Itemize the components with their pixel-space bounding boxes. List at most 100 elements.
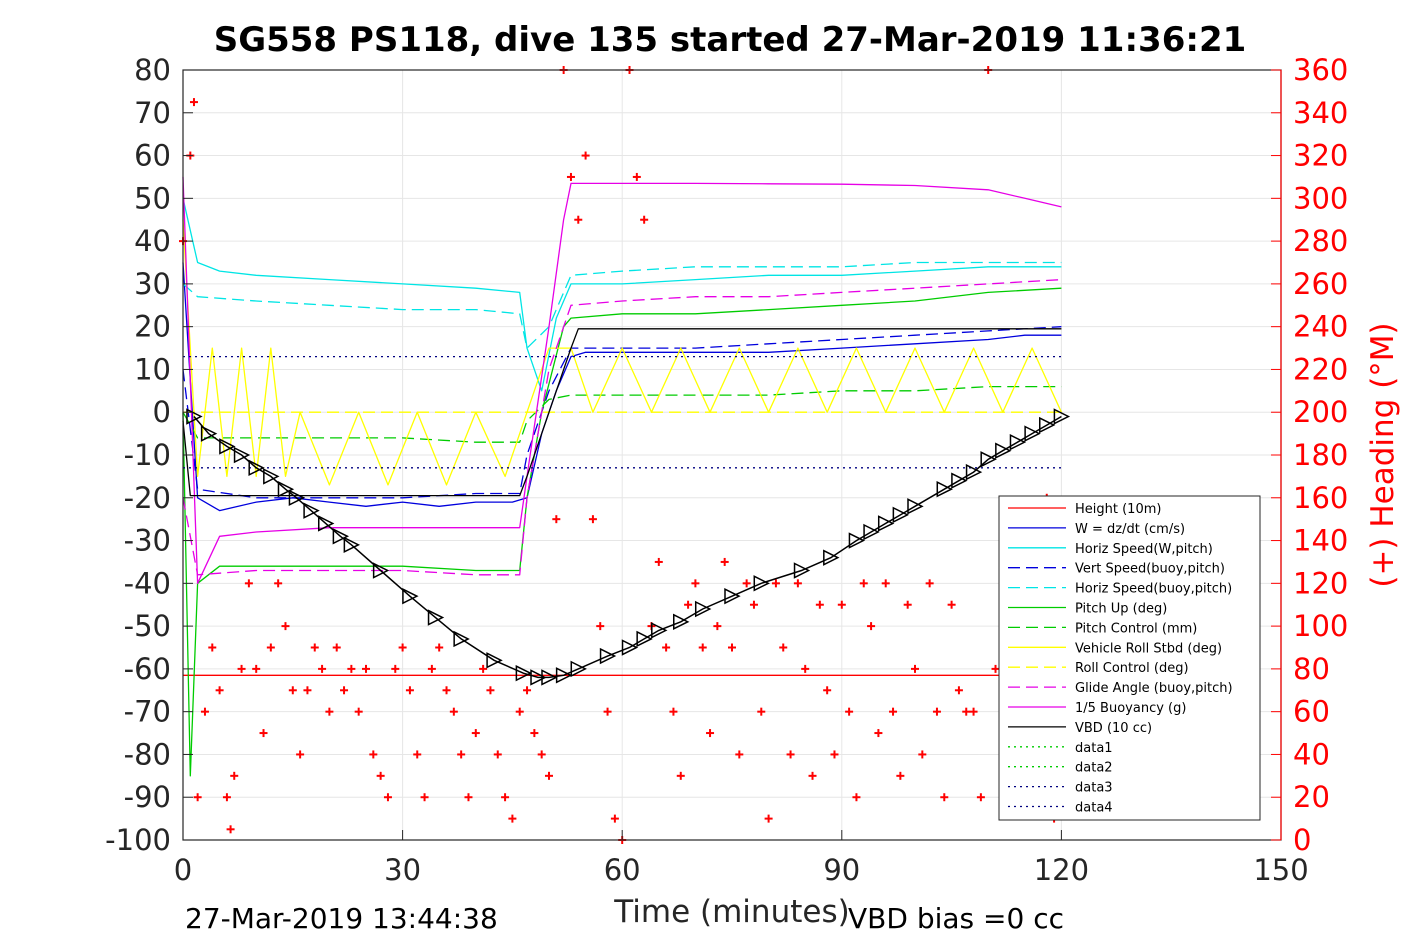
heading-point [508, 814, 517, 823]
depth-marker [332, 528, 350, 545]
heading-point [830, 750, 839, 759]
series-line-11 [182, 328, 1062, 497]
y-left-tick-label: 50 [134, 181, 171, 215]
depth-marker [427, 609, 445, 626]
x-axis-ticks: 0 30 60 90 120 150 [174, 830, 1309, 887]
heading-point [837, 600, 846, 609]
heading-point [691, 579, 700, 588]
heading-point [632, 172, 641, 181]
heading-point [706, 729, 715, 738]
depth-marker [288, 489, 306, 506]
heading-point [742, 579, 751, 588]
heading-point [574, 215, 583, 224]
legend-label: Glide Angle (buoy,pitch) [1075, 681, 1233, 696]
depth-marker [343, 536, 361, 554]
heading-point [566, 172, 575, 181]
heading-point [881, 579, 890, 588]
legend-label: Roll Control (deg) [1075, 661, 1189, 676]
heading-point [911, 664, 919, 673]
depth-marker [863, 523, 880, 541]
heading-point [903, 600, 912, 609]
heading-point [757, 707, 766, 716]
legend-label: data2 [1075, 761, 1113, 776]
y-right-tick-label: 60 [1293, 695, 1330, 729]
heading-point [654, 557, 663, 566]
legend-label: Height (10m) [1075, 502, 1161, 517]
depth-marker [877, 515, 895, 532]
legend-entries: Height (10m) W = dz/dt (cm/s) Horiz Speed(… [1008, 502, 1233, 816]
heading-point [259, 729, 268, 738]
heading-point [398, 643, 407, 652]
heading-point [347, 664, 356, 673]
legend-label: 1/5 Buoyancy (g) [1075, 701, 1186, 716]
y-right-tick-label: 0 [1293, 823, 1311, 857]
series-line-3 [182, 326, 1062, 499]
x-tick-label: 150 [1253, 853, 1308, 887]
heading-point [801, 664, 810, 673]
footer-vbd-bias: VBD bias =0 cc [848, 902, 1064, 935]
heading-point [640, 215, 649, 224]
heading-point [449, 707, 458, 716]
heading-point [230, 771, 239, 780]
heading-point [208, 643, 217, 652]
x-tick-label: 90 [823, 853, 860, 887]
y-right-tick-label: 160 [1293, 481, 1348, 515]
y-right-tick-label: 200 [1293, 395, 1348, 429]
x-axis-label: Time (minutes) [613, 894, 849, 930]
y-right-tick-label: 280 [1293, 224, 1348, 258]
heading-point [823, 686, 832, 695]
legend-box [998, 495, 1261, 821]
heading-point [340, 686, 349, 695]
chart-title: SG558 PS118, dive 135 started 27-Mar-201… [214, 20, 1247, 60]
heading-point [369, 750, 378, 759]
heading-point [808, 771, 817, 780]
heading-point [764, 814, 773, 823]
heading-point [391, 664, 400, 673]
y-left-tick-label: -70 [124, 695, 171, 729]
heading-point [896, 771, 905, 780]
legend-label: data4 [1075, 801, 1113, 816]
depth-marker [1024, 425, 1041, 442]
depth-marker [200, 425, 218, 442]
heading-point [457, 750, 466, 759]
legend-label: W = dz/dt (cm/s) [1075, 522, 1185, 537]
y-left-tick-label: -50 [124, 609, 171, 643]
y-right-tick-label: 120 [1293, 566, 1348, 600]
heading-point [749, 600, 758, 609]
heading-point [288, 686, 297, 695]
depth-marker [951, 472, 968, 489]
heading-point [523, 686, 532, 695]
depth-marker [263, 468, 280, 485]
heading-point [479, 664, 488, 673]
heading-point [274, 579, 283, 588]
depth-marker [515, 664, 533, 682]
heading-point [552, 515, 561, 524]
depth-marker [233, 446, 251, 464]
heading-point [193, 793, 202, 802]
depth-marker [848, 532, 866, 549]
heading-point [325, 707, 334, 716]
heading-point [383, 793, 392, 802]
heading-point [779, 643, 788, 652]
heading-point [859, 579, 868, 588]
heading-point [962, 707, 971, 716]
heading-point [713, 622, 722, 631]
series-line-10 [182, 176, 1062, 584]
y-right-tick-label: 260 [1293, 267, 1348, 301]
heading-point [376, 771, 385, 780]
heading-point [530, 729, 539, 738]
y-right-tick-label: 100 [1293, 609, 1348, 643]
heading-point [413, 750, 422, 759]
heading-point [303, 686, 312, 695]
heading-point [969, 707, 978, 716]
y-left-tick-label: -80 [124, 737, 171, 771]
y-left-tick-label: 30 [134, 267, 171, 301]
heading-point [845, 707, 854, 716]
heading-point [545, 771, 553, 780]
heading-point [815, 600, 824, 609]
y-left-tick-label: -40 [124, 566, 171, 600]
heading-point [471, 729, 480, 738]
heading-point [771, 579, 780, 588]
depth-marker [907, 498, 924, 515]
depth-marker [453, 630, 470, 648]
